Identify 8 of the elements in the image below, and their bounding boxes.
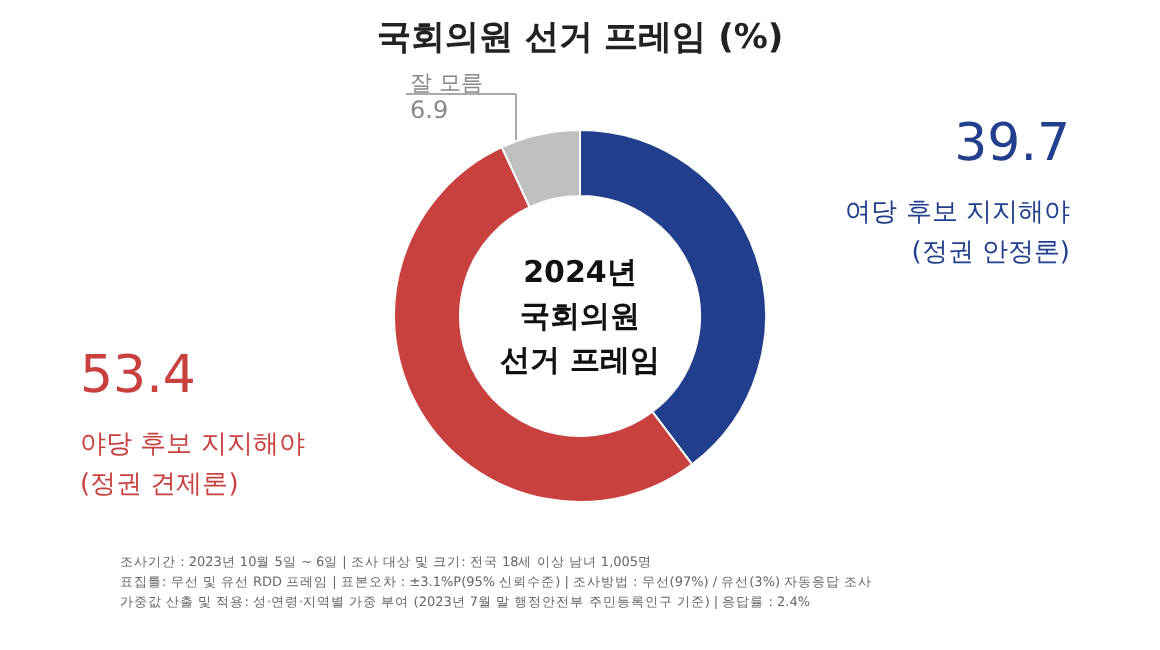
slice-label: 야당 후보 지지해야 (정권 견제론) — [80, 430, 305, 500]
data-label: 39.7 — [954, 114, 1070, 174]
slice-label: 여당 후보 지지해야 (정권 안정론) — [845, 198, 1070, 268]
data-label: 53.4 — [80, 346, 196, 406]
text: 2024년 국회의원 선거 프레임 — [499, 254, 661, 378]
slice-label: 잘 모름 — [410, 70, 483, 96]
chart-title: 국회의원 선거 프레임 (%) — [376, 18, 784, 58]
data-label: 6.9 — [410, 96, 449, 124]
